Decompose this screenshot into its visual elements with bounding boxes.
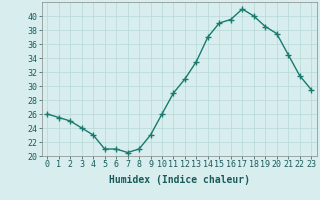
X-axis label: Humidex (Indice chaleur): Humidex (Indice chaleur): [109, 175, 250, 185]
